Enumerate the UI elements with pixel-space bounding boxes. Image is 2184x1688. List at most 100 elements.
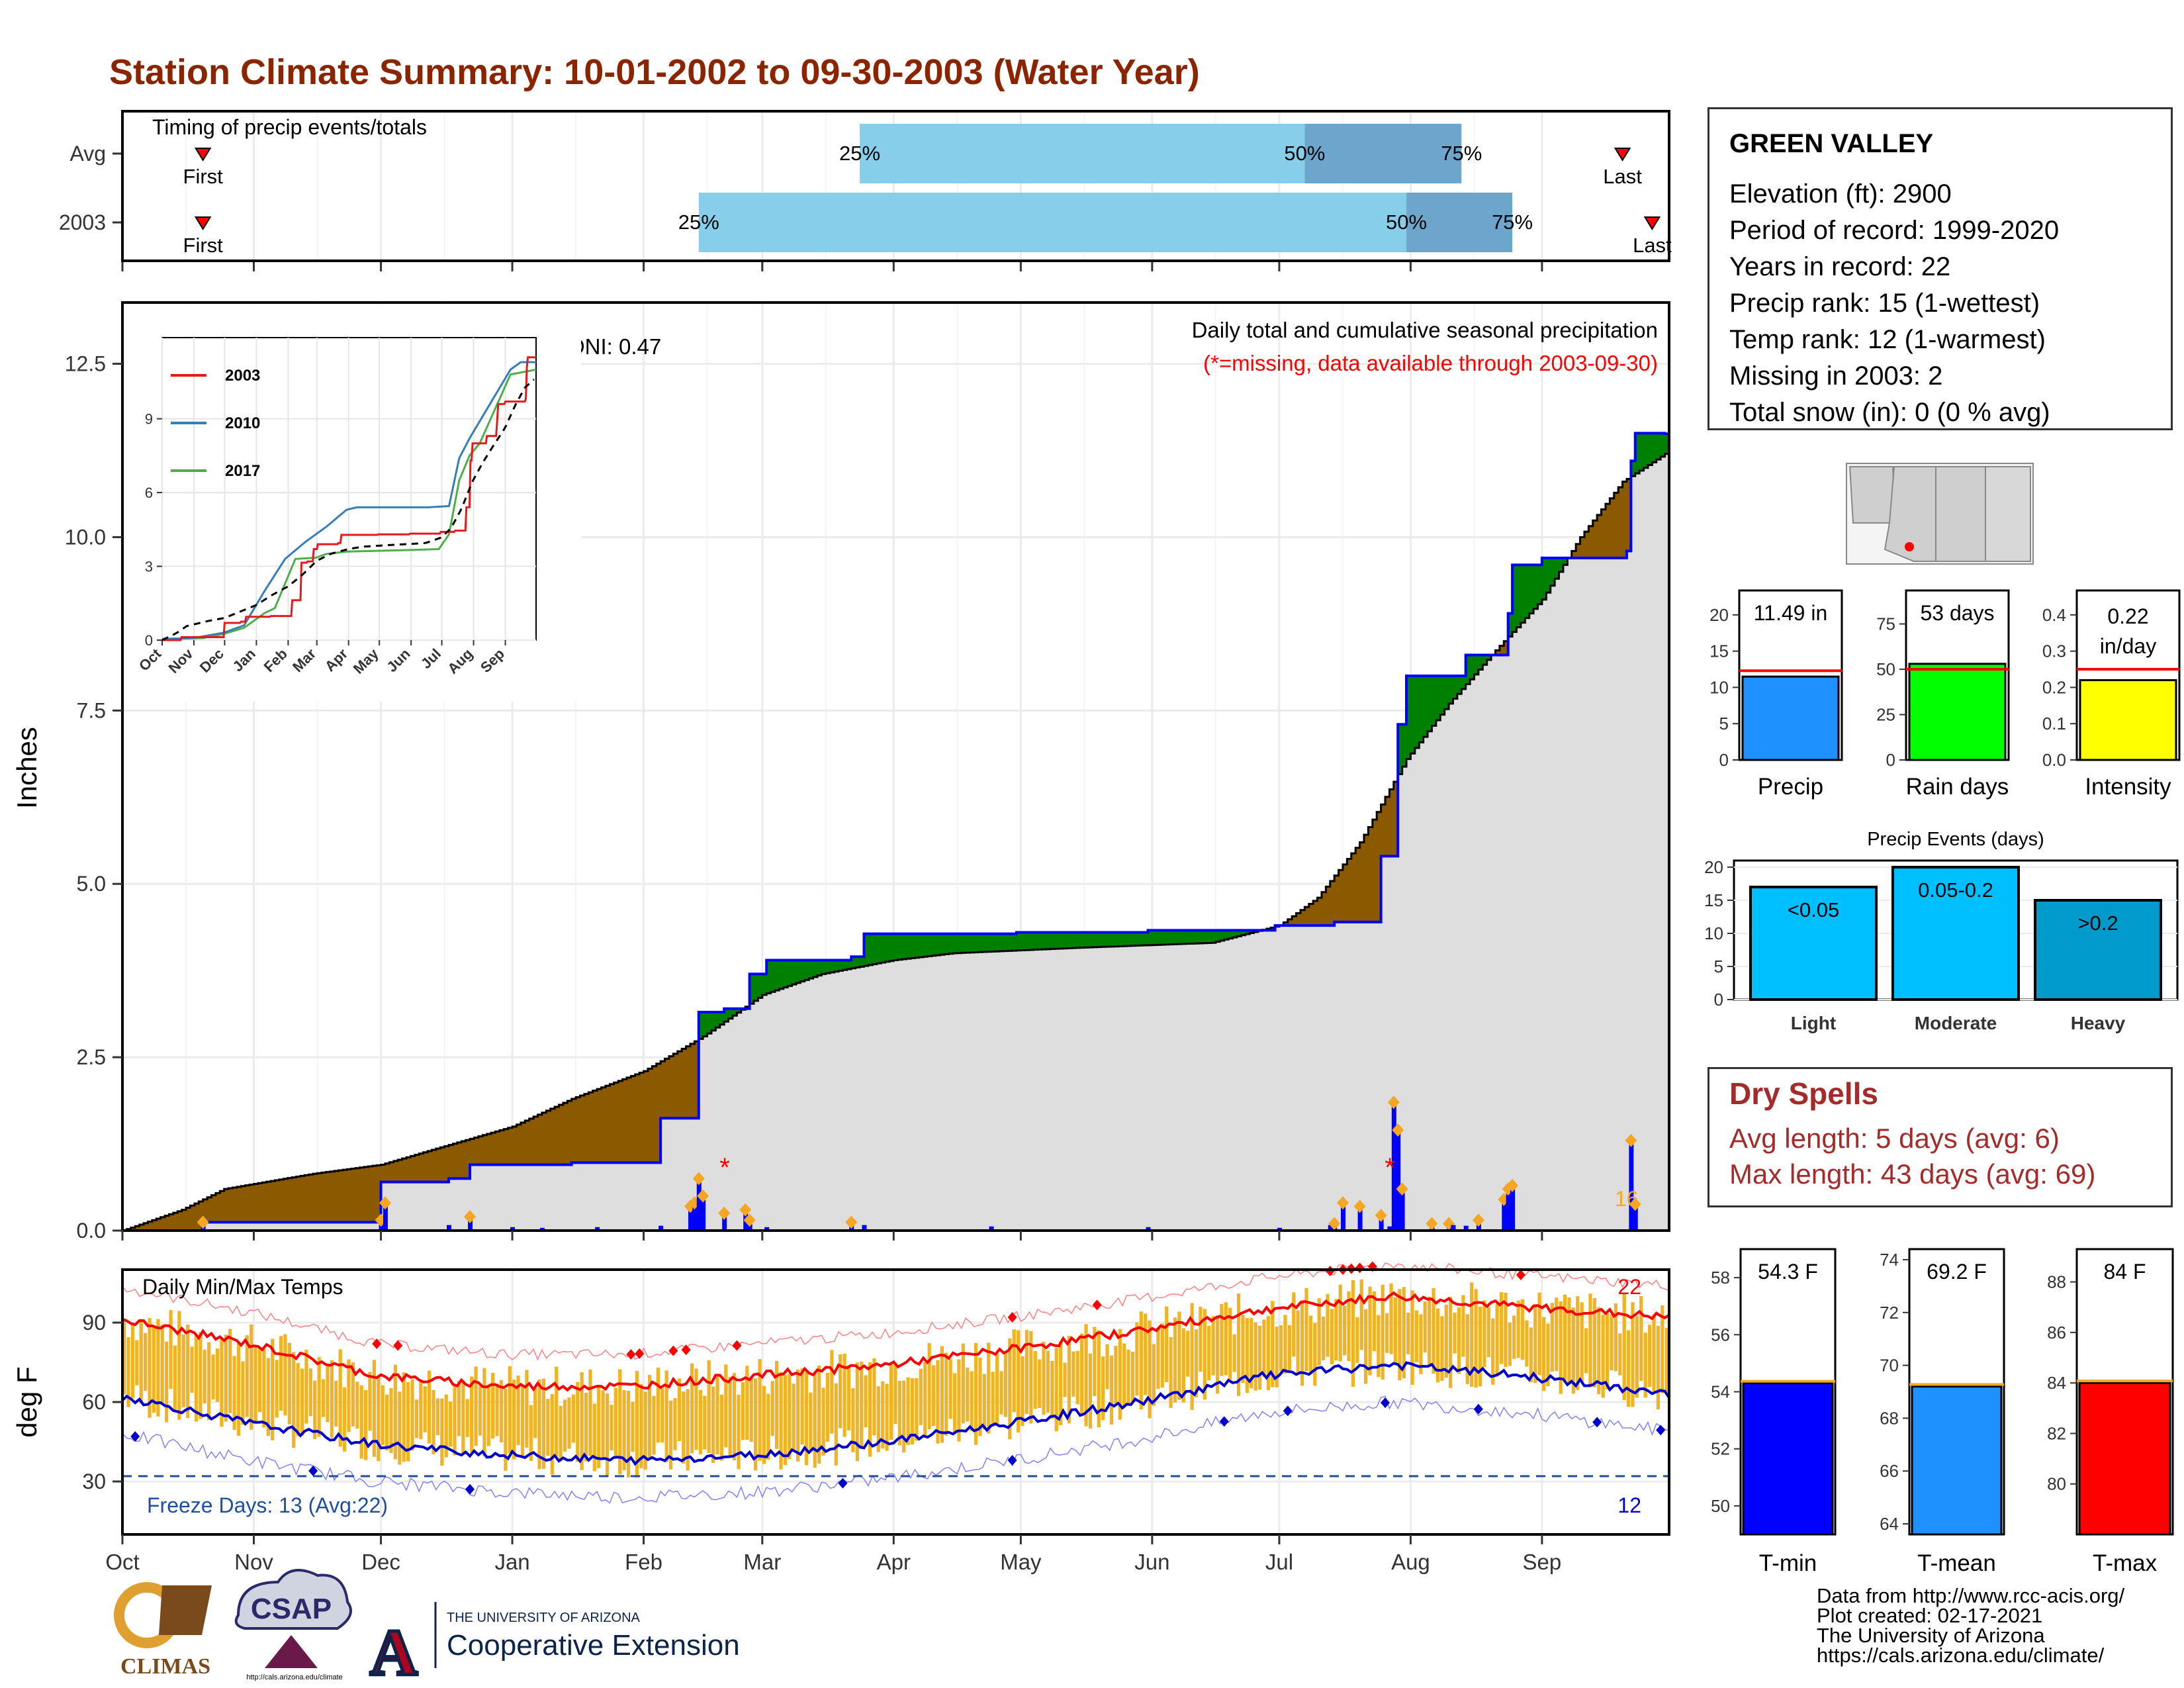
surplus-area — [1474, 655, 1479, 675]
avg-max-temp-line — [122, 1291, 1670, 1392]
station-name: GREEN VALLEY — [1729, 129, 1934, 158]
daily-temp-bar — [245, 1335, 249, 1417]
deficit-area — [389, 1162, 394, 1182]
daily-temp-bar — [834, 1383, 838, 1466]
temp-summary-bar — [1911, 1385, 2003, 1536]
deficit-area — [186, 1207, 191, 1231]
temp-bars — [122, 1279, 1668, 1478]
deficit-area — [474, 1137, 479, 1165]
daily-temp-bar — [495, 1383, 499, 1436]
daily-temp-bar — [1177, 1311, 1181, 1400]
summary-value-unit: in/day — [2100, 634, 2156, 658]
daily-temp-bar — [1432, 1288, 1435, 1374]
summary-y-tick-label: 75 — [1876, 614, 1895, 634]
daily-temp-bar — [250, 1324, 253, 1430]
deficit-area — [682, 1049, 687, 1119]
daily-temp-bar — [732, 1373, 737, 1461]
surplus-area — [897, 933, 903, 960]
daily-temp-bar — [398, 1391, 402, 1465]
daily-temp-bar — [470, 1376, 474, 1452]
precip-areas — [122, 432, 1670, 1232]
daily-temp-bar — [1338, 1284, 1342, 1362]
record-high-marker — [626, 1349, 636, 1360]
daily-temp-bar — [372, 1360, 377, 1457]
surplus-area — [703, 1012, 708, 1037]
summary-y-tick-label: 0.1 — [2042, 714, 2066, 733]
daily-temp-bar — [1550, 1303, 1554, 1372]
surplus-area — [800, 960, 805, 982]
daily-temp-bar — [181, 1334, 185, 1407]
daily-temp-bar — [186, 1325, 190, 1419]
daily-temp-bar — [1126, 1349, 1130, 1405]
daily-temp-bar — [139, 1319, 143, 1404]
deficit-area — [1622, 481, 1627, 558]
surplus-area — [1461, 675, 1467, 689]
deficit-area — [1576, 543, 1581, 558]
temp-panel: 30 60 90 deg F Daily Min/Max Temps Freeze … — [11, 1261, 1670, 1574]
daily-precip-marker — [1387, 1096, 1400, 1109]
daily-temp-bar — [1419, 1314, 1423, 1374]
temp-summary-value: 84 F — [2103, 1260, 2146, 1284]
inset-year-line — [162, 356, 536, 641]
surplus-area — [1156, 930, 1161, 945]
surplus-area — [1194, 930, 1199, 944]
daily-temp-bar — [330, 1360, 334, 1438]
daily-temp-bar — [652, 1395, 656, 1455]
daily-temp-bar — [664, 1370, 668, 1462]
deficit-area — [529, 1118, 534, 1165]
surplus-area — [1428, 675, 1433, 731]
daily-temp-bar — [660, 1388, 664, 1443]
daily-temp-bar — [283, 1334, 287, 1416]
daily-temp-bar — [1326, 1294, 1330, 1357]
climas-logo: CLIMAS — [114, 1582, 212, 1679]
daily-temp-bar — [1508, 1323, 1512, 1366]
daily-temp-bar — [135, 1340, 139, 1385]
deficit-area — [181, 1209, 187, 1231]
daily-temp-bar — [1482, 1300, 1486, 1368]
deficit-area — [631, 1076, 636, 1163]
surplus-area — [1482, 655, 1488, 665]
daily-temp-bar — [257, 1348, 262, 1413]
deficit-area — [563, 1102, 568, 1165]
surplus-area — [1516, 565, 1522, 628]
daily-precip-bar — [510, 1227, 516, 1231]
surplus-area — [872, 933, 878, 964]
surplus-area — [1241, 930, 1246, 935]
daily-temp-bar — [1228, 1307, 1232, 1380]
deficit-area — [250, 1184, 255, 1223]
daily-temp-bar — [1622, 1293, 1626, 1401]
daily-temp-bar — [478, 1385, 482, 1436]
daily-temp-bar — [618, 1369, 622, 1475]
deficit-area — [393, 1160, 398, 1182]
ua-letter: A — [370, 1616, 418, 1688]
deficit-area — [1377, 812, 1382, 922]
daily-temp-bar — [1457, 1307, 1461, 1374]
deficit-area — [656, 1063, 661, 1163]
daily-temp-bar — [1308, 1315, 1313, 1373]
daily-temp-bar — [715, 1376, 719, 1454]
daily-temp-bar — [224, 1335, 228, 1422]
daily-temp-bar — [1478, 1306, 1482, 1387]
deficit-area — [626, 1077, 631, 1163]
credit-line: The University of Arizona — [1817, 1624, 2045, 1647]
surplus-area — [779, 960, 784, 989]
record-low-marker — [1656, 1425, 1666, 1436]
station-period: Period of record: 1999-2020 — [1729, 216, 2060, 245]
ua-small-text: THE UNIVERSITY OF ARIZONA — [447, 1611, 641, 1625]
daily-temp-bar — [1199, 1307, 1203, 1372]
events-y-tick-label: 15 — [1704, 890, 1723, 910]
daily-temp-bar — [241, 1361, 245, 1425]
surplus-area — [1465, 655, 1471, 684]
deficit-area — [461, 1141, 467, 1179]
daily-temp-bar — [745, 1366, 749, 1440]
deficit-area — [652, 1066, 657, 1163]
surplus-area — [906, 933, 911, 959]
surplus-area — [1555, 557, 1560, 579]
surplus-area — [1160, 930, 1165, 945]
surplus-area — [1470, 655, 1475, 680]
deficit-area — [241, 1186, 246, 1223]
daily-temp-bar — [728, 1376, 732, 1456]
daily-temp-bar — [952, 1373, 957, 1432]
surplus-area — [991, 933, 996, 952]
daily-temp-bar — [1118, 1329, 1122, 1420]
